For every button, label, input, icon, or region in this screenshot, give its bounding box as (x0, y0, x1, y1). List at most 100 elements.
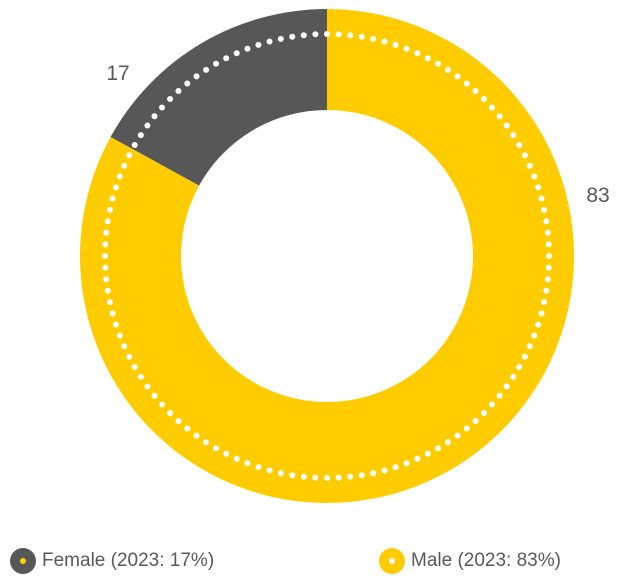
legend-label-female: Female (2023: 17%) (42, 550, 215, 571)
ring-dot (277, 35, 284, 42)
ring-dot (545, 241, 552, 248)
ring-dot (175, 417, 182, 424)
ring-dot (403, 45, 410, 52)
ring-dot (335, 474, 342, 481)
ring-dot (255, 41, 262, 48)
ring-dot (312, 474, 319, 481)
ring-dot (535, 184, 542, 191)
slice-female (110, 9, 328, 186)
legend-item-female: Female (2023: 17%) (10, 545, 214, 577)
ring-dot (104, 287, 111, 294)
ring-dot (102, 264, 109, 271)
legend-label-male: Male (2023: 83%) (411, 550, 561, 571)
ring-dot (121, 162, 128, 169)
ring-dot (543, 218, 550, 225)
ring-dot (454, 73, 461, 80)
ring-dot (126, 353, 133, 360)
ring-dot (370, 35, 377, 42)
ring-dot (516, 364, 523, 370)
ring-dot (521, 152, 528, 159)
ring-dot (159, 104, 166, 111)
ring-dot (538, 310, 545, 317)
ring-dot (488, 401, 495, 408)
ring-dot (503, 383, 510, 390)
ring-dot (526, 162, 533, 169)
ring-dot (545, 264, 552, 271)
ring-dot (435, 445, 441, 452)
ring-dot (544, 276, 551, 283)
ring-dot (347, 473, 354, 480)
ring-dot (414, 455, 421, 462)
ring-dot (203, 66, 210, 73)
ring-dot (544, 229, 551, 236)
dotted-ring (102, 31, 552, 481)
ring-dot (424, 55, 431, 62)
ring-dot (233, 50, 240, 57)
ring-dot (531, 332, 538, 339)
ring-dot (370, 470, 377, 477)
ring-dot (112, 321, 119, 328)
ring-dot (266, 38, 273, 45)
legend-swatch-female-icon (10, 548, 36, 574)
ring-dot (102, 253, 108, 259)
ring-dot (403, 460, 410, 467)
data-label-female: 17 (106, 62, 129, 85)
ring-dot (392, 464, 399, 471)
ring-dot (109, 195, 116, 202)
ring-dot (480, 96, 487, 103)
ring-dot (392, 41, 399, 48)
ring-dot (347, 32, 354, 39)
ring-dot (335, 31, 342, 38)
ring-dot (213, 445, 219, 452)
ring-dot (144, 122, 151, 129)
ring-dot (503, 122, 510, 129)
ring-dot (109, 310, 116, 317)
ring-dot (255, 464, 262, 471)
ring-dot (116, 332, 123, 339)
ring-dot (144, 383, 151, 390)
ring-dot (103, 229, 110, 236)
ring-dot (510, 373, 517, 380)
ring-dot (112, 184, 119, 191)
ring-dot (381, 38, 388, 45)
ring-dot (104, 218, 111, 225)
ring-dot (381, 467, 388, 474)
ring-dot (121, 343, 128, 350)
ring-dot (151, 113, 158, 120)
ring-dot (131, 364, 138, 370)
ring-dot (116, 173, 123, 180)
ring-dot (546, 253, 552, 259)
ring-dot (203, 439, 210, 446)
ring-dot (289, 472, 296, 479)
ring-dot (496, 113, 503, 120)
ring-dot (244, 45, 251, 52)
ring-dot (137, 373, 144, 380)
ring-dot (463, 425, 470, 432)
ring-dot (213, 60, 219, 67)
ring-dot (535, 321, 542, 328)
ring-dot (167, 96, 174, 103)
ring-dot (300, 32, 307, 39)
data-label-male: 83 (586, 184, 609, 207)
ring-dot (151, 392, 158, 399)
ring-dot (496, 392, 503, 399)
ring-dot (289, 33, 296, 40)
ring-dot (312, 31, 319, 38)
ring-dot (541, 206, 548, 213)
ring-dot (488, 104, 495, 111)
ring-dot (541, 299, 548, 306)
donut-slices (80, 9, 575, 503)
ring-dot (106, 299, 113, 306)
ring-dot (184, 80, 191, 87)
ring-dot (223, 55, 230, 62)
ring-dot (526, 343, 533, 350)
ring-dot (414, 50, 421, 57)
ring-dot (184, 425, 191, 432)
ring-dot (454, 432, 461, 439)
ring-dot (531, 173, 538, 180)
ring-dot (103, 276, 110, 283)
ring-dot (137, 132, 144, 139)
ring-dot (300, 473, 307, 480)
ring-dot (233, 455, 240, 462)
slice-male (80, 9, 575, 503)
